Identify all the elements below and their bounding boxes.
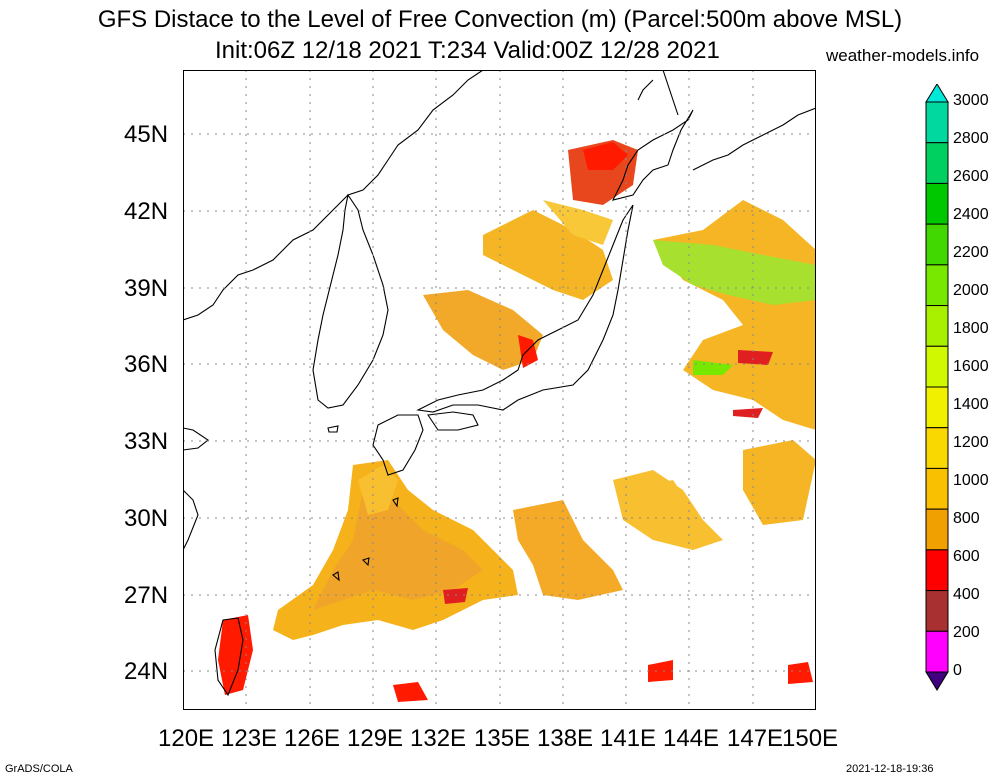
lon-label: 123E bbox=[221, 725, 278, 752]
colorbar-label: 800 bbox=[953, 510, 980, 527]
coast-kuril bbox=[692, 107, 816, 171]
coast-ryukyu1 bbox=[392, 497, 399, 508]
field-south bbox=[513, 500, 623, 600]
lon-label: 144E bbox=[663, 725, 720, 752]
colorbar-bin bbox=[925, 386, 949, 429]
colorbar-label: 2800 bbox=[953, 130, 989, 147]
lon-label: 150E bbox=[782, 725, 839, 752]
field-taiwan bbox=[218, 615, 253, 695]
lon-label: 129E bbox=[347, 725, 404, 752]
colorbar-label: 1600 bbox=[953, 358, 989, 375]
field-pac-red2 bbox=[733, 408, 763, 418]
colorbar-bin bbox=[925, 549, 949, 592]
coastlines bbox=[183, 70, 816, 697]
colorbar-bin bbox=[925, 223, 949, 266]
field-red-s4 bbox=[443, 588, 468, 604]
colorbar-label: 1400 bbox=[953, 396, 989, 413]
map-frame bbox=[183, 70, 816, 710]
field-pac-east bbox=[653, 200, 816, 430]
colorbar-bin bbox=[925, 142, 949, 184]
field-red-s2 bbox=[648, 660, 673, 682]
source-label: weather-models.info bbox=[826, 46, 980, 65]
coast-ryukyu2 bbox=[361, 557, 370, 567]
footer-right: 2021-12-18-19:36 bbox=[846, 763, 934, 775]
lat-label: 24N bbox=[124, 658, 169, 685]
coast-korea bbox=[312, 193, 389, 409]
colorbar-label: 1000 bbox=[953, 472, 989, 489]
colorbar-label: 600 bbox=[953, 548, 980, 565]
colorbar-bin bbox=[925, 345, 949, 388]
coast-china-south bbox=[183, 427, 209, 451]
coast-taiwan bbox=[214, 617, 244, 697]
coast-sakhalin bbox=[662, 70, 679, 116]
chart-subtitle: Init:06Z 12/18 2021 T:234 Valid:00Z 12/2… bbox=[215, 37, 720, 64]
field-soj1 bbox=[423, 290, 543, 370]
colorbar-label: 0 bbox=[953, 662, 962, 679]
colorbar-label: 1200 bbox=[953, 434, 989, 451]
colorbar-bin bbox=[925, 264, 949, 307]
lat-label: 27N bbox=[124, 582, 169, 609]
footer-left: GrADS/COLA bbox=[5, 763, 73, 775]
colorbar bbox=[925, 84, 949, 691]
colorbar-bottom-arrow bbox=[925, 671, 949, 691]
lat-label: 42N bbox=[124, 198, 169, 225]
lon-label: 132E bbox=[410, 725, 467, 752]
lon-label: 141E bbox=[600, 725, 657, 752]
colorbar-bin bbox=[925, 427, 949, 469]
chart-title: GFS Distace to the Level of Free Convect… bbox=[97, 6, 903, 33]
colorbar-label: 400 bbox=[953, 586, 980, 603]
lon-label: 138E bbox=[537, 725, 594, 752]
lat-label: 45N bbox=[124, 121, 169, 148]
colorbar-bin bbox=[925, 101, 949, 144]
field-ryukyu-inner bbox=[313, 490, 483, 610]
lat-label: 36N bbox=[124, 351, 169, 378]
field-pac-south bbox=[743, 440, 816, 525]
coast-ryukyu3 bbox=[332, 571, 340, 582]
colorbar-label: 2200 bbox=[953, 244, 989, 261]
field-hokkaido-red bbox=[583, 142, 628, 170]
colorbar-label: 200 bbox=[953, 624, 980, 641]
coast-shikoku bbox=[427, 411, 479, 431]
colorbar-label: 1800 bbox=[953, 320, 989, 337]
coast-china-se bbox=[183, 489, 199, 551]
lat-label: 30N bbox=[124, 505, 169, 532]
lat-label: 33N bbox=[124, 428, 169, 455]
lon-label: 126E bbox=[284, 725, 341, 752]
coast-hokkaido bbox=[611, 109, 694, 201]
coast-jeju bbox=[327, 425, 339, 433]
lat-label: 39N bbox=[124, 275, 169, 302]
lon-label: 120E bbox=[158, 725, 215, 752]
colorbar-bin bbox=[925, 508, 949, 551]
graticule bbox=[183, 70, 816, 710]
colorbar-bin bbox=[925, 630, 949, 673]
coast-china-korea bbox=[183, 70, 484, 321]
field-red-s1 bbox=[393, 682, 428, 702]
colorbar-label: 2400 bbox=[953, 206, 989, 223]
lon-label: 135E bbox=[474, 725, 531, 752]
field-tohoku-red bbox=[518, 335, 538, 368]
field-pac-green bbox=[653, 240, 816, 305]
colorbar-label: 2600 bbox=[953, 168, 989, 185]
coast-honshu bbox=[416, 204, 634, 413]
field-pac-red1 bbox=[738, 350, 773, 365]
colorbar-bin bbox=[925, 305, 949, 347]
field-soj2 bbox=[483, 210, 613, 300]
colorbar-label: 3000 bbox=[953, 92, 989, 109]
lon-label: 147E bbox=[727, 725, 784, 752]
coast-kyushu bbox=[372, 414, 424, 476]
lfc-shading bbox=[218, 140, 816, 702]
colorbar-label: 2000 bbox=[953, 282, 989, 299]
colorbar-top-arrow bbox=[925, 84, 949, 103]
colorbar-bin bbox=[925, 182, 949, 225]
colorbar-bin bbox=[925, 467, 949, 510]
coast-sakhalin2 bbox=[637, 79, 654, 101]
field-red-s3 bbox=[788, 662, 813, 684]
colorbar-bin bbox=[925, 590, 949, 632]
field-ecs bbox=[358, 465, 398, 515]
map-panel bbox=[183, 70, 816, 710]
